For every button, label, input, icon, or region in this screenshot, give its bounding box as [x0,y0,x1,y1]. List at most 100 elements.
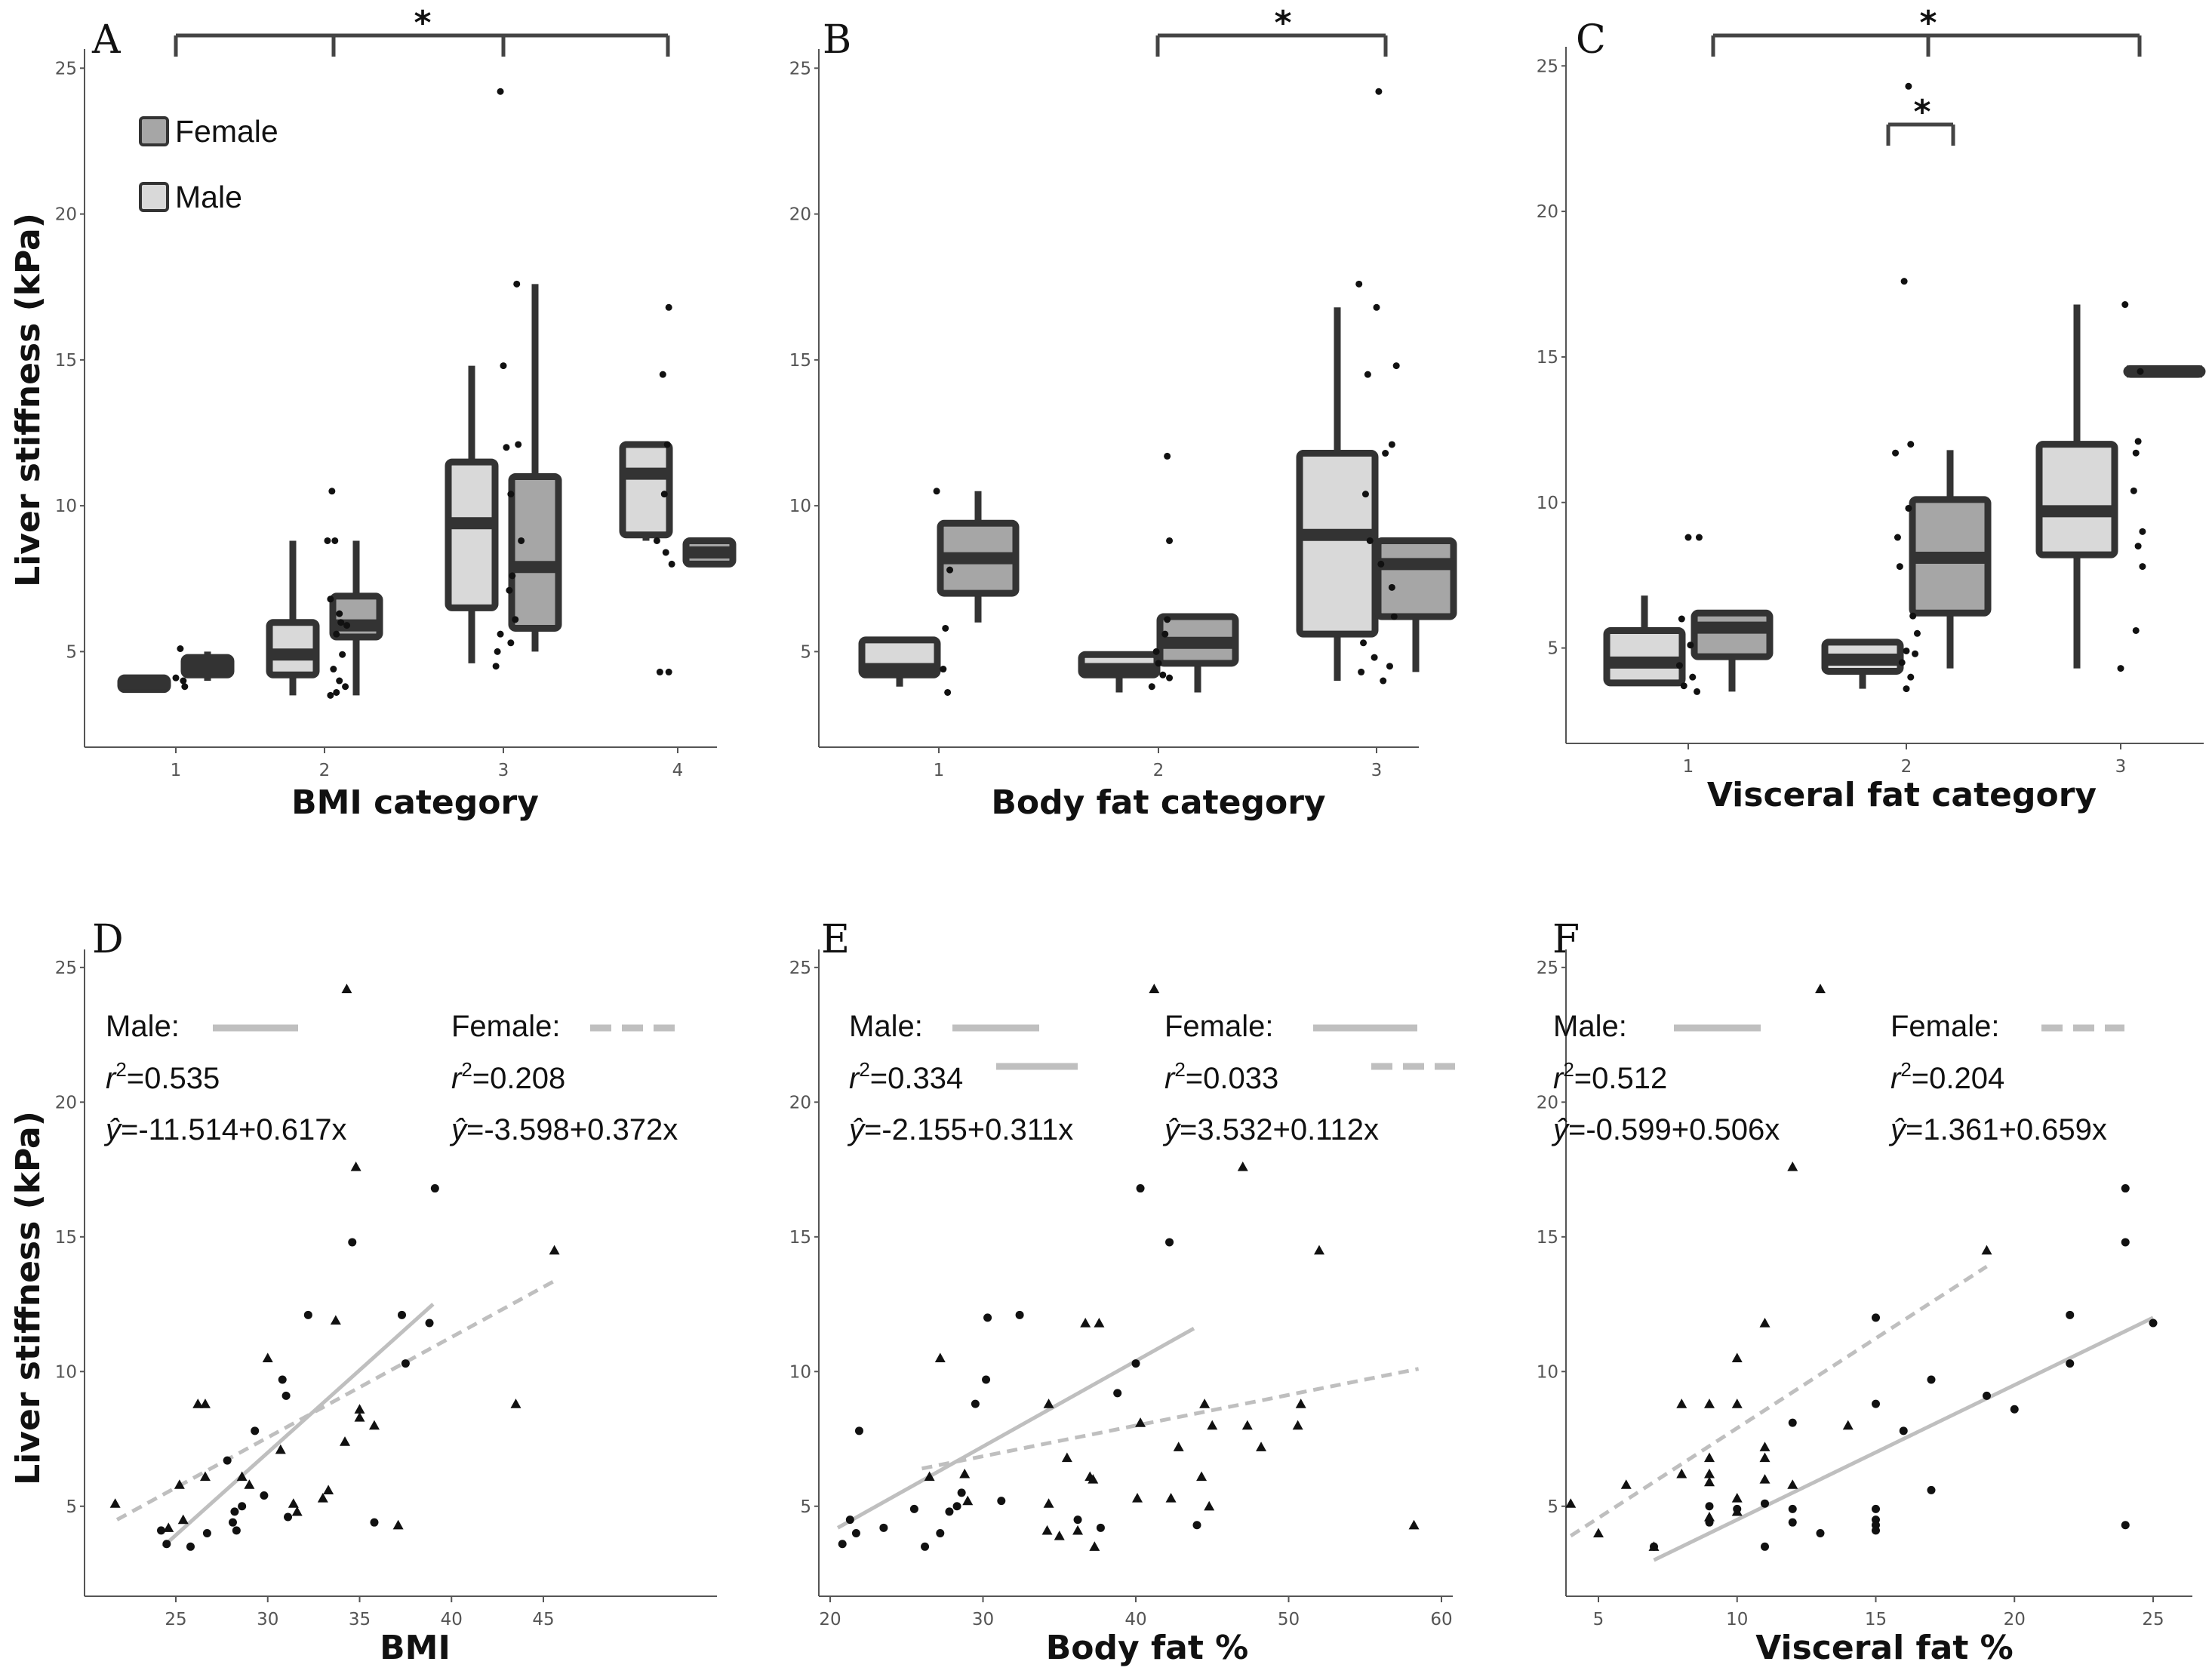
x-tick-label: 5 [1593,1610,1604,1629]
y-tick-label: 5 [66,642,77,662]
female-point [177,1514,189,1525]
box-male [619,441,673,539]
data-point [933,488,940,495]
male-point [845,1515,854,1525]
x-tick-label: 3 [1371,761,1383,780]
female-point [1731,1506,1743,1516]
male-point [1192,1521,1201,1530]
male-point [936,1528,945,1537]
data-point [1905,82,1912,90]
male-point [1788,1504,1797,1513]
female-point [199,1471,211,1482]
legend-label-male: Male [175,180,242,214]
male-point [997,1497,1006,1506]
y-tick-label: 25 [789,959,811,978]
data-point [946,566,954,574]
data-point [663,441,671,448]
male-point [1983,1391,1991,1400]
female-point [291,1506,303,1516]
male-legend-label: Male: [849,1010,923,1043]
female-point [275,1444,286,1454]
fit-line-male [1653,1315,2155,1562]
male-point [971,1399,980,1408]
male-point [1073,1515,1082,1525]
data-point [1912,650,1919,657]
male-r2: r2=0.535 [106,1058,220,1095]
male-legend-label: Male: [106,1010,180,1043]
data-point [1894,534,1901,541]
female-legend-label: Female: [451,1010,561,1043]
x-tick-label: 20 [2004,1610,2026,1629]
x-tick-label: 2 [1901,757,1912,777]
y-tick-label: 10 [789,1362,811,1382]
data-point [2139,528,2146,535]
male-point [1705,1502,1714,1511]
data-point [660,491,668,498]
y-axis-label: Liver stiffness (kPa) [9,213,48,587]
y-tick-label: 15 [789,351,811,371]
male-point [2121,1521,2130,1530]
male-point [957,1488,966,1497]
legend-label-female: Female [175,114,278,149]
male-point [1816,1528,1825,1537]
x-tick-label: 35 [349,1610,371,1629]
data-point [515,441,522,448]
x-tick-label: 20 [819,1610,841,1629]
x-tick-label: 25 [165,1610,186,1629]
male-point [1165,1238,1174,1247]
female-point [192,1399,204,1408]
female-point [1041,1525,1053,1535]
female-point [1704,1512,1715,1522]
data-point [2139,563,2146,571]
male-point [281,1391,291,1400]
data-point [1900,278,1908,285]
x-tick-label: 2 [319,761,331,780]
female-point [1165,1493,1177,1503]
data-point [333,688,340,696]
data-point [1896,563,1903,571]
y-tick-label: 20 [1537,202,1558,222]
legend: Female Male [139,114,278,214]
data-point [1903,685,1910,693]
male-point [1136,1184,1145,1193]
data-point [1907,441,1915,448]
data-point [507,639,515,647]
box-male [445,458,499,611]
male-point [230,1507,239,1516]
y-tick-label: 25 [55,959,77,978]
female-point [1207,1420,1218,1430]
legend: Male: r2=0.334 ŷ=-2.155+0.311x Female: r… [847,1010,1455,1146]
y-tick-label: 5 [1547,1497,1558,1517]
fit-line-female [115,1278,558,1522]
female-point [1648,1541,1660,1551]
fit-line-female [921,1367,1420,1471]
female-point [341,983,352,994]
female-point [1237,1161,1248,1171]
x-tick-label: 50 [1278,1610,1300,1629]
male-point [1015,1310,1024,1319]
data-point [1388,583,1395,591]
male-equation: ŷ=-2.155+0.311x [847,1113,1073,1146]
female-point [1149,983,1160,994]
data-point [1907,673,1915,681]
data-point [1892,449,1900,457]
female-point [1565,1498,1577,1508]
female-point [1072,1525,1084,1535]
panel-label: A [91,17,122,63]
data-point [1909,612,1917,620]
panel-label: C [1576,17,1606,63]
data-point [653,537,660,544]
female-point [1704,1399,1715,1408]
male-point [370,1518,379,1527]
data-point [1388,441,1395,448]
female-point [1981,1245,1992,1255]
female-point [1089,1541,1100,1551]
y-tick-label: 25 [789,59,811,78]
x-tick-label: 1 [1683,757,1694,777]
female-point [1314,1245,1324,1255]
x-tick-label: 25 [2142,1610,2164,1629]
male-point [2066,1359,2075,1368]
male-point [157,1526,166,1535]
x-axis-label: BMI [380,1629,451,1667]
female-point [244,1479,255,1489]
